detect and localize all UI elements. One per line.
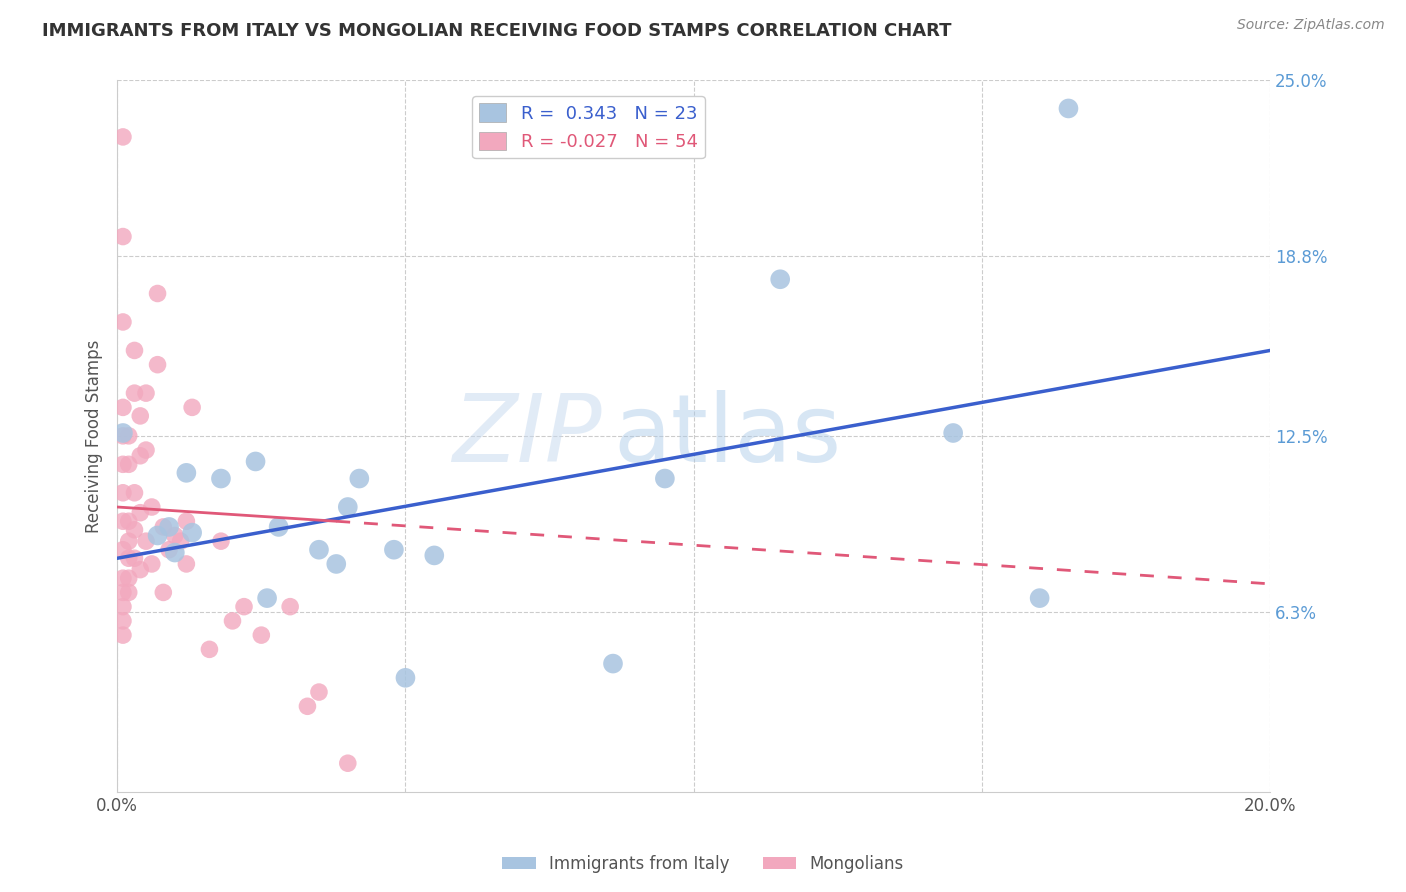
Point — [111, 571, 134, 585]
Point — [118, 551, 141, 566]
Point — [308, 685, 330, 699]
Text: atlas: atlas — [613, 390, 841, 482]
Point — [1057, 102, 1080, 116]
Y-axis label: Receiving Food Stamps: Receiving Food Stamps — [86, 339, 103, 533]
Point — [135, 443, 157, 458]
Point — [654, 471, 676, 485]
Point — [394, 671, 416, 685]
Point — [111, 585, 134, 599]
Point — [157, 520, 180, 534]
Point — [111, 129, 134, 144]
Point — [325, 557, 347, 571]
Point — [176, 514, 198, 528]
Point — [124, 485, 146, 500]
Point — [336, 500, 359, 514]
Point — [124, 386, 146, 401]
Point — [141, 500, 163, 514]
Point — [124, 343, 146, 358]
Point — [250, 628, 273, 642]
Legend: R =  0.343   N = 23, R = -0.027   N = 54: R = 0.343 N = 23, R = -0.027 N = 54 — [472, 96, 704, 158]
Point — [129, 563, 152, 577]
Point — [118, 458, 141, 472]
Point — [141, 557, 163, 571]
Point — [111, 315, 134, 329]
Point — [146, 358, 169, 372]
Point — [942, 425, 965, 440]
Point — [176, 466, 198, 480]
Point — [118, 571, 141, 585]
Point — [176, 557, 198, 571]
Point — [181, 525, 204, 540]
Point — [152, 585, 174, 599]
Point — [308, 542, 330, 557]
Point — [124, 551, 146, 566]
Point — [423, 549, 446, 563]
Point — [118, 585, 141, 599]
Point — [1028, 591, 1050, 606]
Point — [111, 229, 134, 244]
Point — [118, 514, 141, 528]
Point — [349, 471, 371, 485]
Point — [118, 534, 141, 549]
Point — [602, 657, 624, 671]
Point — [163, 528, 186, 542]
Point — [209, 471, 232, 485]
Point — [135, 534, 157, 549]
Point — [146, 528, 169, 542]
Point — [198, 642, 221, 657]
Point — [111, 514, 134, 528]
Legend: Immigrants from Italy, Mongolians: Immigrants from Italy, Mongolians — [496, 848, 910, 880]
Point — [111, 599, 134, 614]
Point — [129, 409, 152, 423]
Point — [118, 429, 141, 443]
Text: ZIP: ZIP — [451, 391, 602, 482]
Point — [111, 614, 134, 628]
Point — [256, 591, 278, 606]
Point — [135, 386, 157, 401]
Point — [267, 520, 290, 534]
Point — [146, 286, 169, 301]
Point — [233, 599, 256, 614]
Point — [111, 429, 134, 443]
Point — [209, 534, 232, 549]
Point — [163, 545, 186, 559]
Point — [111, 628, 134, 642]
Point — [111, 401, 134, 415]
Point — [129, 506, 152, 520]
Point — [152, 520, 174, 534]
Point — [181, 401, 204, 415]
Point — [278, 599, 301, 614]
Point — [129, 449, 152, 463]
Text: Source: ZipAtlas.com: Source: ZipAtlas.com — [1237, 18, 1385, 32]
Point — [157, 542, 180, 557]
Point — [111, 542, 134, 557]
Point — [169, 534, 191, 549]
Point — [124, 523, 146, 537]
Point — [336, 756, 359, 771]
Point — [382, 542, 405, 557]
Text: IMMIGRANTS FROM ITALY VS MONGOLIAN RECEIVING FOOD STAMPS CORRELATION CHART: IMMIGRANTS FROM ITALY VS MONGOLIAN RECEI… — [42, 22, 952, 40]
Point — [297, 699, 319, 714]
Point — [221, 614, 243, 628]
Point — [111, 425, 134, 440]
Point — [111, 458, 134, 472]
Point — [111, 485, 134, 500]
Point — [769, 272, 792, 286]
Point — [245, 454, 267, 468]
